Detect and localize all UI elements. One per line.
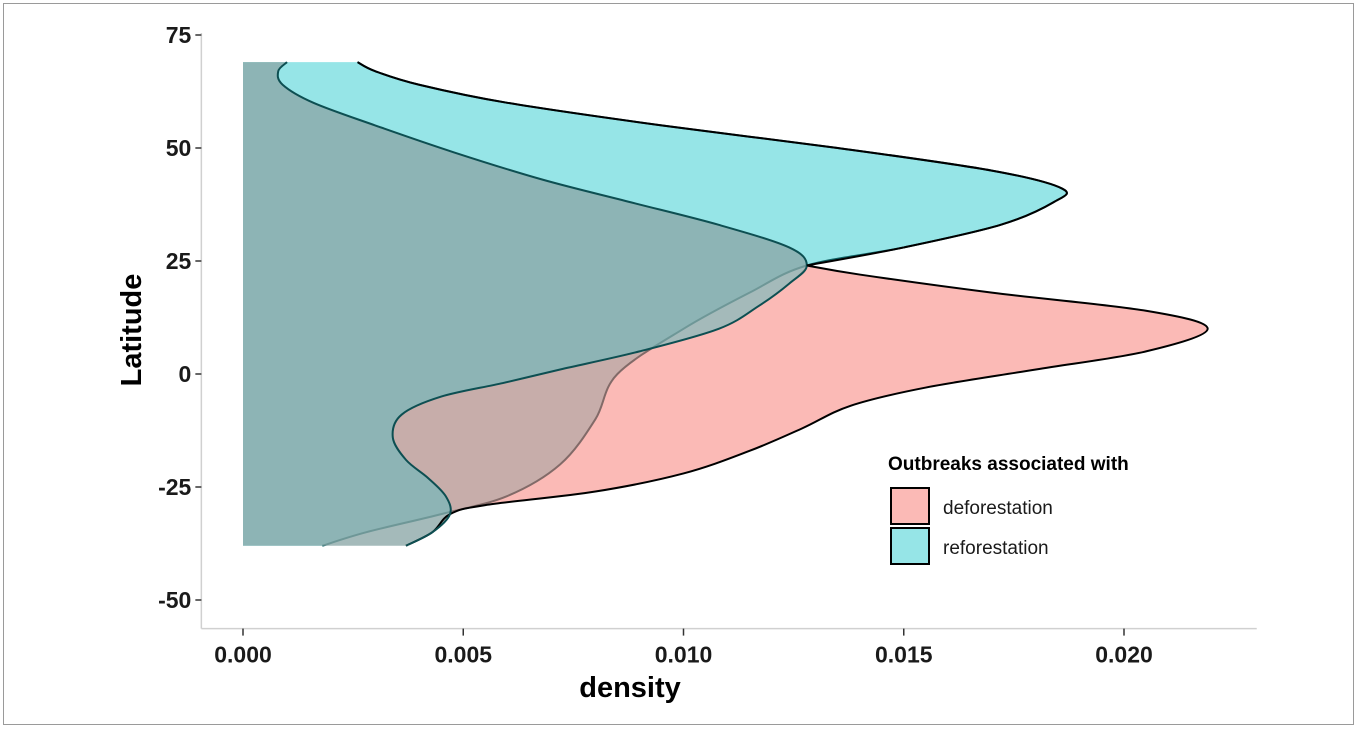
x-tick-label: 0.005 xyxy=(434,642,492,668)
overlap-area xyxy=(243,62,807,546)
y-tick-label: -50 xyxy=(158,587,191,613)
deforestation-area xyxy=(392,265,1208,546)
reforestation-outline xyxy=(357,61,1068,267)
deforestation-outline xyxy=(405,264,1209,547)
x-tick-label: 0.020 xyxy=(1095,642,1153,668)
y-tick-label: -25 xyxy=(158,474,191,500)
legend-key-deforestation xyxy=(890,487,930,525)
deforestation-left-curve xyxy=(276,61,808,547)
x-axis-title: density xyxy=(579,672,681,704)
y-tick-label: 75 xyxy=(166,22,192,48)
y-tick-label: 0 xyxy=(179,361,192,387)
legend-title: Outbreaks associated with xyxy=(888,454,1129,475)
legend-label-reforestation: reforestation xyxy=(943,538,1049,559)
legend-label-deforestation: deforestation xyxy=(943,498,1053,519)
x-tick-label: 0.010 xyxy=(655,642,713,668)
x-tick-label: 0.000 xyxy=(214,642,272,668)
y-tick-label: 25 xyxy=(166,248,192,274)
legend-key-reforestation xyxy=(890,527,930,565)
y-tick-label: 50 xyxy=(166,135,192,161)
x-tick-label: 0.015 xyxy=(875,642,933,668)
y-axis-title: Latitude xyxy=(116,274,148,387)
